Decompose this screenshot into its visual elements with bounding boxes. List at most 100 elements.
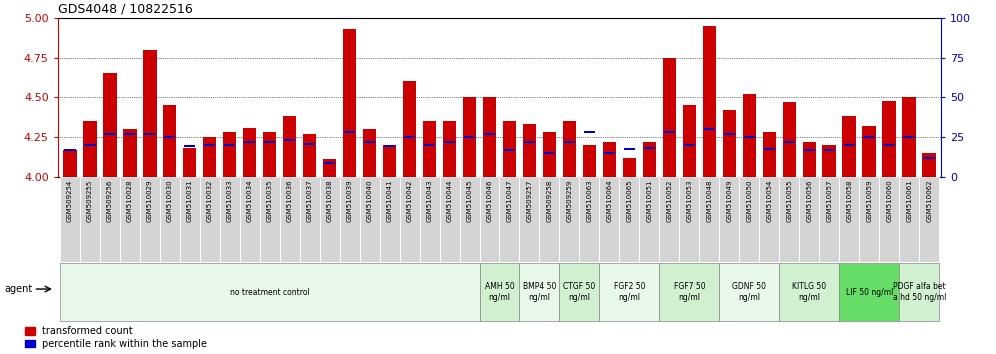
Bar xyxy=(183,148,196,177)
Text: GSM510059: GSM510059 xyxy=(867,179,872,222)
Text: GSM510053: GSM510053 xyxy=(686,179,692,222)
Text: no treatment control: no treatment control xyxy=(230,287,310,297)
Bar xyxy=(639,177,659,262)
Text: GSM509257: GSM509257 xyxy=(527,179,533,222)
Bar xyxy=(800,177,820,262)
Bar xyxy=(260,177,280,262)
Bar xyxy=(419,177,439,262)
Text: GSM509256: GSM509256 xyxy=(107,179,113,222)
Text: GSM510032: GSM510032 xyxy=(207,179,213,222)
Text: GSM510042: GSM510042 xyxy=(406,179,412,222)
Text: GSM509255: GSM509255 xyxy=(87,179,93,222)
Text: GSM510048: GSM510048 xyxy=(706,179,712,222)
Bar xyxy=(83,121,97,177)
Text: GSM510044: GSM510044 xyxy=(446,179,452,222)
Text: GSM510033: GSM510033 xyxy=(227,179,233,222)
Text: GSM510043: GSM510043 xyxy=(426,179,432,222)
Bar xyxy=(744,136,755,138)
Bar xyxy=(923,157,935,159)
Bar xyxy=(643,147,655,149)
Bar xyxy=(344,131,356,133)
Bar xyxy=(164,136,175,138)
Text: FGF2 50
ng/ml: FGF2 50 ng/ml xyxy=(614,282,645,302)
Bar xyxy=(779,177,800,262)
Bar xyxy=(922,153,936,177)
Bar xyxy=(84,144,96,146)
Bar xyxy=(203,137,216,177)
Bar xyxy=(60,263,479,321)
Bar xyxy=(340,177,360,262)
Text: GSM510058: GSM510058 xyxy=(847,179,853,222)
Bar xyxy=(220,177,240,262)
Text: CTGF 50
ng/ml: CTGF 50 ng/ml xyxy=(564,282,596,302)
Bar xyxy=(784,141,795,143)
Bar xyxy=(603,142,617,177)
Text: GSM510038: GSM510038 xyxy=(327,179,333,222)
Bar xyxy=(363,129,376,177)
Bar xyxy=(163,105,176,177)
Bar xyxy=(622,158,636,177)
Bar xyxy=(600,177,620,262)
Bar xyxy=(520,177,540,262)
Bar xyxy=(840,263,899,321)
Text: GSM510049: GSM510049 xyxy=(726,179,732,222)
Bar xyxy=(100,177,120,262)
Bar xyxy=(444,141,455,143)
Text: GSM510061: GSM510061 xyxy=(906,179,912,222)
Bar xyxy=(80,177,100,262)
Text: GSM510029: GSM510029 xyxy=(146,179,152,222)
Bar xyxy=(142,50,156,177)
Text: GSM510054: GSM510054 xyxy=(766,179,772,222)
Bar xyxy=(104,133,116,135)
Bar xyxy=(642,142,656,177)
Bar xyxy=(402,81,416,177)
Bar xyxy=(759,177,779,262)
Text: PDGF alfa bet
a hd 50 ng/ml: PDGF alfa bet a hd 50 ng/ml xyxy=(892,282,946,302)
Text: GSM510046: GSM510046 xyxy=(486,179,492,222)
Bar xyxy=(479,263,520,321)
Bar xyxy=(263,132,277,177)
Bar xyxy=(840,177,860,262)
Text: GSM510039: GSM510039 xyxy=(347,179,353,222)
Bar xyxy=(423,144,435,146)
Bar xyxy=(820,177,840,262)
Bar xyxy=(403,136,415,138)
Bar xyxy=(583,145,597,177)
Bar xyxy=(580,177,600,262)
Bar xyxy=(364,141,375,143)
Bar xyxy=(464,136,475,138)
Bar xyxy=(240,177,260,262)
Bar xyxy=(179,177,199,262)
Bar xyxy=(783,102,796,177)
Text: GSM510065: GSM510065 xyxy=(626,179,632,222)
Bar xyxy=(399,177,419,262)
Bar xyxy=(463,97,476,177)
Bar xyxy=(763,132,776,177)
Bar xyxy=(719,177,739,262)
Bar xyxy=(360,177,379,262)
Bar xyxy=(899,177,919,262)
Text: GSM509254: GSM509254 xyxy=(67,179,73,222)
Bar xyxy=(804,149,815,151)
Text: FGF7 50
ng/ml: FGF7 50 ng/ml xyxy=(673,282,705,302)
Bar xyxy=(60,177,80,262)
Bar xyxy=(863,126,876,177)
Bar xyxy=(139,177,159,262)
Bar xyxy=(223,132,236,177)
Bar xyxy=(443,121,456,177)
Bar xyxy=(243,128,256,177)
Bar xyxy=(503,121,516,177)
Text: BMP4 50
ng/ml: BMP4 50 ng/ml xyxy=(523,282,556,302)
Bar xyxy=(779,263,840,321)
Bar xyxy=(523,124,536,177)
Bar xyxy=(264,141,276,143)
Bar xyxy=(902,97,916,177)
Text: GSM510028: GSM510028 xyxy=(126,179,132,222)
Bar xyxy=(743,94,756,177)
Bar xyxy=(679,177,699,262)
Bar xyxy=(620,177,639,262)
Bar xyxy=(124,133,135,135)
Text: GSM510034: GSM510034 xyxy=(247,179,253,222)
Bar xyxy=(479,177,499,262)
Bar xyxy=(702,25,716,177)
